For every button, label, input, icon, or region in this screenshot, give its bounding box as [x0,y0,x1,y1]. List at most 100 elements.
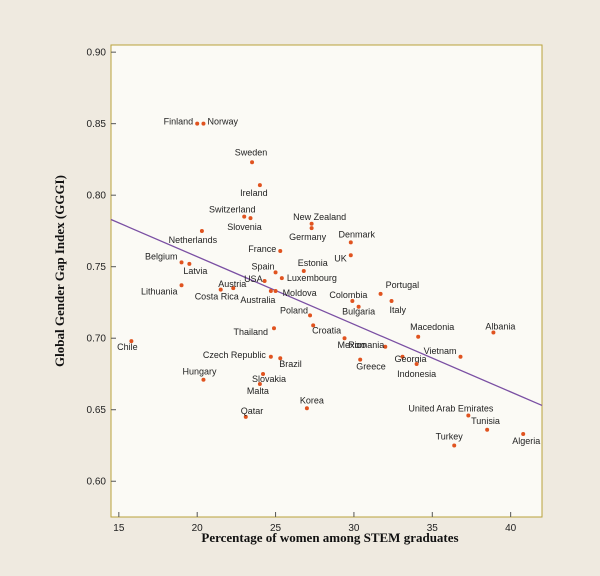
data-point [342,336,347,341]
data-point [273,270,278,275]
point-label: Belgium [145,251,178,261]
point-label: Lithuania [141,286,178,296]
plot-area [110,44,543,518]
point-label: Netherlands [169,235,218,245]
point-label: France [248,244,276,254]
point-label: Romania [348,340,384,350]
x-tick-label: 35 [427,523,439,534]
data-point [201,377,206,382]
y-tick-label: 0.85 [87,119,107,130]
point-label: Moldova [283,288,317,298]
data-point [311,323,316,328]
data-point [356,304,361,309]
point-label: Luxembourg [287,273,337,283]
point-label: USA [244,274,263,284]
y-axis: 0.60 0.65 0.70 0.75 0.80 0.85 0.90 [87,48,116,488]
point-label: Slovakia [252,374,286,384]
data-point [308,313,313,318]
point-label: Colombia [329,290,367,300]
data-point [414,361,419,366]
point-label: Indonesia [397,369,436,379]
data-point [201,121,206,126]
point-label: Australia [240,295,275,305]
data-point [273,289,278,294]
data-point [348,240,353,245]
data-point [218,287,223,292]
y-tick-label: 0.65 [87,405,107,416]
point-label: Mexico [338,340,367,350]
point-label: Portugal [386,280,420,290]
point-label: Czech Republic [203,350,267,360]
point-label: Turkey [436,431,464,441]
data-point [452,443,457,448]
point-label: Hungary [182,367,217,377]
point-label: Greece [356,362,386,372]
point-label: Norway [207,117,238,127]
point-label: Latvia [183,266,207,276]
x-tick-label: 15 [113,523,125,534]
trend-line [110,218,543,407]
point-label: Brazil [279,359,302,369]
data-point [248,216,253,221]
y-tick-label: 0.90 [87,48,107,59]
data-point [491,330,496,335]
point-label: Estonia [298,258,328,268]
data-point [242,214,247,219]
point-label: Sweden [235,147,268,157]
data-point [187,261,192,266]
point-label: United Arab Emirates [408,403,494,413]
point-label: Bulgaria [342,307,375,317]
data-point [179,260,184,265]
x-tick-label: 30 [348,523,360,534]
y-tick-label: 0.70 [87,334,107,345]
point-label: Tunisia [471,416,500,426]
point-label: Spain [252,261,275,271]
point-label: New Zealand [293,212,346,222]
point-label: Germany [289,232,327,242]
point-label: Denmark [339,229,376,239]
data-point [466,413,471,418]
data-point [268,289,273,294]
x-tick-label: 40 [505,523,517,534]
data-point [195,121,200,126]
data-point [389,299,394,304]
point-label: Macedonia [410,322,454,332]
data-point [400,354,405,359]
data-point [350,299,355,304]
point-label: Georgia [395,354,427,364]
data-point [268,354,273,359]
point-label: Croatia [312,325,341,335]
data-point [231,286,236,291]
data-point [243,414,248,419]
point-label: Qatar [241,406,264,416]
data-point [257,381,262,386]
y-tick-label: 0.75 [87,262,107,273]
data-point [179,283,184,288]
data-point [301,268,306,273]
data-point [383,344,388,349]
data-point [278,248,283,253]
point-label: Finland [164,117,194,127]
x-tick-label: 25 [270,523,282,534]
x-tick-label: 20 [192,523,204,534]
point-label: Albania [485,321,515,331]
data-point [199,228,204,233]
x-axis: 15 20 25 30 35 40 [113,512,517,534]
data-point [271,326,276,331]
data-point [279,276,284,281]
data-point [250,160,255,165]
data-point [262,279,267,283]
data-point [358,357,363,362]
point-label: Costa Rica [195,292,239,302]
data-point [521,432,526,437]
y-tick-label: 0.60 [87,477,107,488]
data-point [378,291,383,296]
data-point [278,356,283,361]
x-axis-title: Percentage of women among STEM graduates [201,530,458,545]
data-point [485,427,490,432]
point-label: Austria [218,279,246,289]
point-label: UK [334,253,347,263]
point-label: Algeria [512,436,540,446]
data-point [348,253,353,258]
point-label: Korea [300,395,324,405]
